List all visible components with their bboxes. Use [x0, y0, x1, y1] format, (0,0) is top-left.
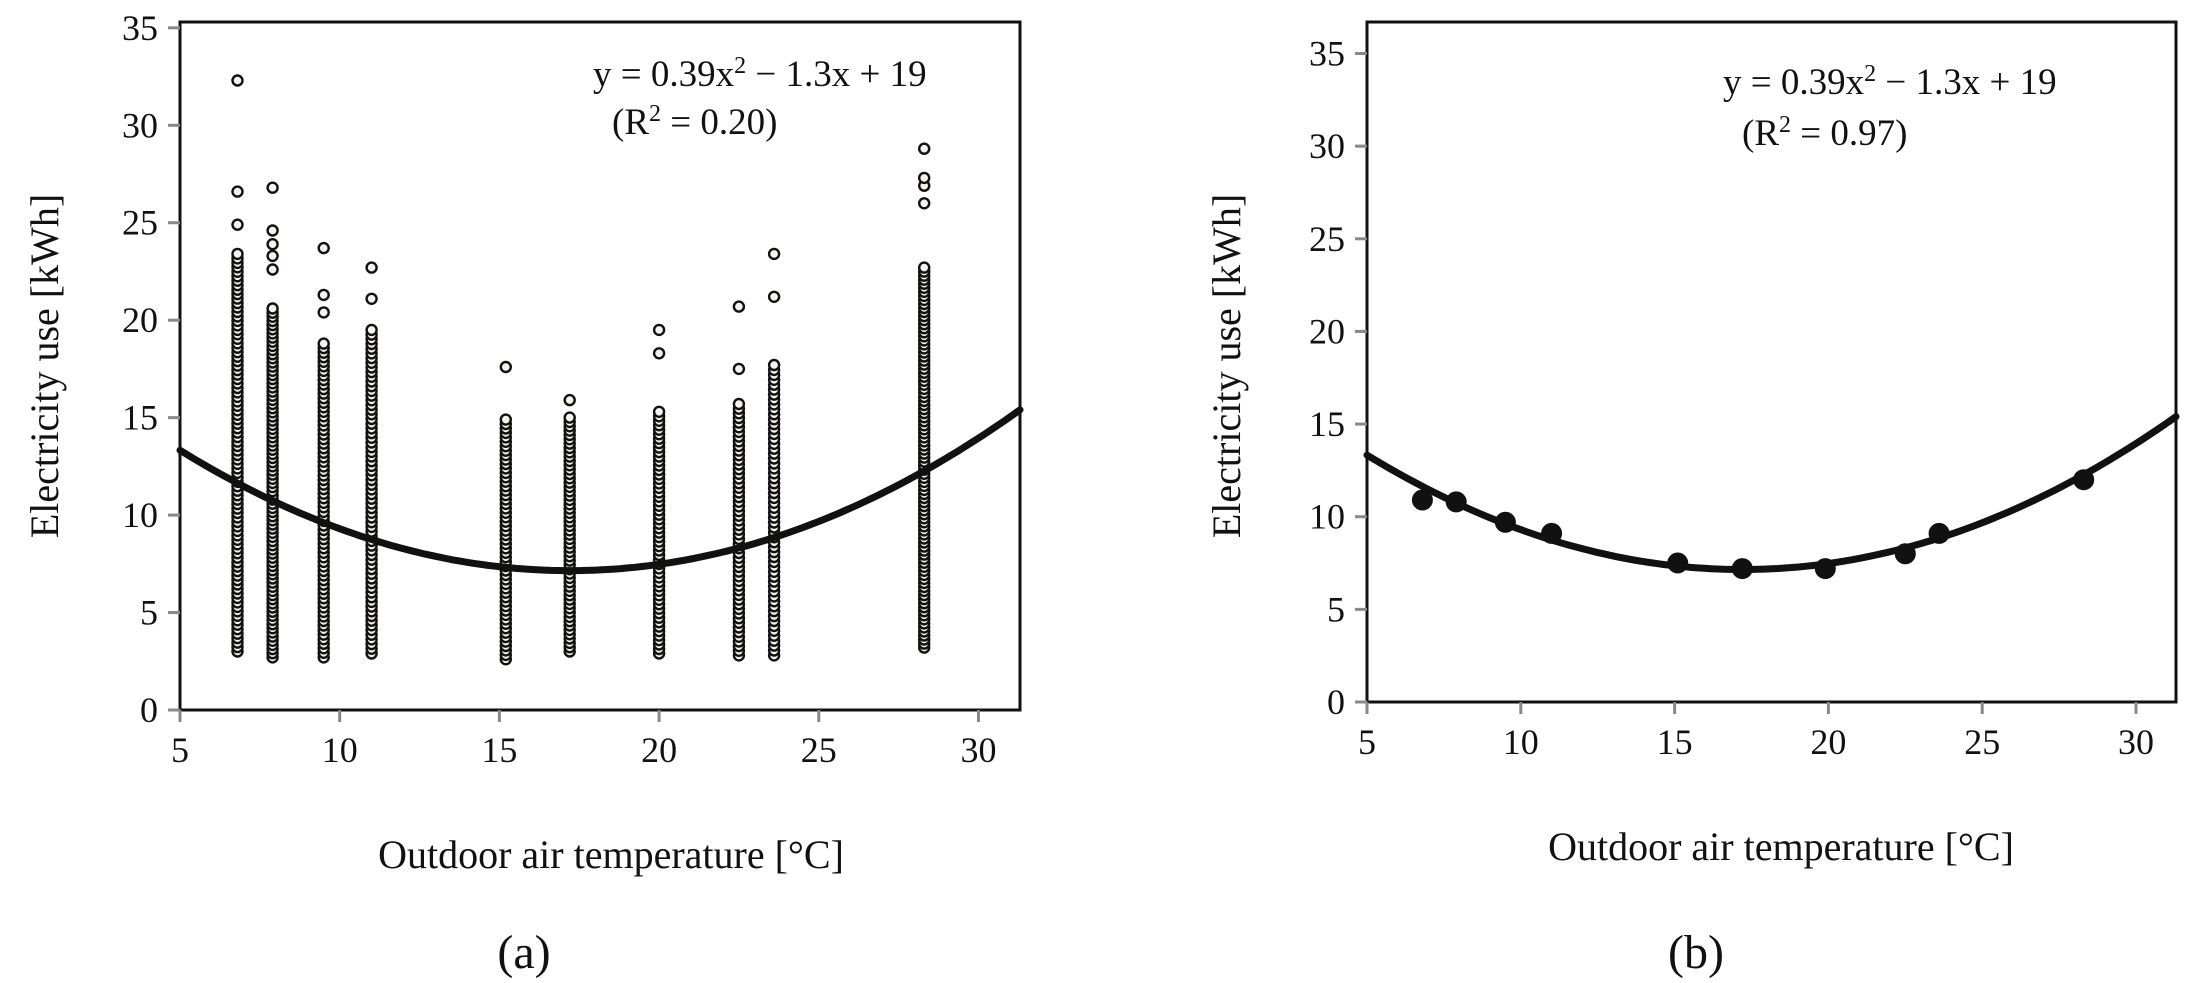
panel-a-x-tick-label: 25 [801, 730, 837, 770]
panel-b-data-point [1667, 552, 1689, 574]
panel-a-data-point [365, 292, 378, 305]
panel-a-x-tick-label: 20 [641, 730, 677, 770]
panel-a-data-point [266, 302, 279, 315]
panel-a-data-point [563, 411, 576, 424]
panel-a-data-point [231, 247, 244, 261]
panel-a-data-points [231, 74, 931, 666]
panel-a-y-tick-label: 15 [122, 398, 158, 438]
panel-b-x-axis-title: Outdoor air temperature [°C] [1548, 824, 2014, 869]
panel-a-data-point [767, 290, 781, 303]
panel-b-x-tick-label: 15 [1657, 722, 1693, 762]
panel-a-data-point [918, 261, 931, 274]
panel-a-y-tick-label: 35 [122, 8, 158, 48]
panel-a-y-tick-label: 30 [122, 105, 158, 145]
panel-a-x-tick-label: 30 [960, 730, 996, 770]
panel-b-y-tick-label: 25 [1309, 219, 1345, 259]
panel-a-data-point [317, 288, 330, 302]
panel-a-data-point [767, 358, 781, 372]
panel-a-data-point [365, 261, 378, 274]
panel-a-data-point [918, 171, 931, 185]
panel-a-y-axis-title: Electricity use [kWh] [22, 194, 67, 538]
panel-b-data-points [1411, 469, 2095, 580]
panel-b-x-tick-label: 25 [1964, 722, 2000, 762]
panel-a-data-point [317, 241, 330, 255]
panel-a-x-axis-title: Outdoor air temperature [°C] [378, 832, 844, 877]
panel-a-y-tick-label: 0 [140, 690, 158, 730]
panel-a-data-point [231, 185, 244, 198]
panel-b-equation: y = 0.39x2 − 1.3x + 19 [1723, 61, 2057, 103]
panel-a-data-point [231, 74, 244, 87]
panel-a-data-point [918, 142, 931, 155]
panel-b-y-tick-label: 0 [1327, 682, 1345, 722]
panel-b-data-point [1814, 558, 1836, 580]
panel-b-y-axis-title: Electricity use [kWh] [1204, 194, 1249, 538]
panel-a-equation: y = 0.39x2 − 1.3x + 19 [593, 53, 927, 95]
panel-b-y-tick-label: 30 [1309, 126, 1345, 166]
panel-a-data-point [732, 300, 746, 313]
panel-b-y-tick-label: 35 [1309, 33, 1345, 73]
panel-b-y-tick-label: 15 [1309, 404, 1345, 444]
panel-a-fit-curve [176, 406, 1024, 575]
panel-a-data-point [365, 323, 378, 337]
panel-a-data-point [266, 237, 279, 251]
panel-b-y-tick-label: 20 [1309, 311, 1345, 351]
panel-a-data-point [767, 247, 781, 261]
panel-b-y-tick-label: 10 [1309, 497, 1345, 537]
panel-a-x-tick-label: 5 [171, 730, 189, 770]
panel-a-r-squared: (R2 = 0.20) [612, 101, 777, 143]
panel-b-x-tick-label: 5 [1358, 722, 1376, 762]
panel-b-data-point [1894, 543, 1916, 565]
panel-a-plot-frame [178, 20, 1022, 712]
panel-b-data-point [1541, 522, 1563, 544]
panel-a-y-tick-label: 25 [122, 203, 158, 243]
panel-b-data-point [1411, 489, 1433, 511]
panel-a-data-point [266, 263, 279, 276]
panel-a-data-point [652, 347, 666, 360]
panel-b-y-tick-label: 5 [1327, 589, 1345, 629]
panel-b-data-point [1928, 522, 1950, 544]
panel-a-y-tick-label: 10 [122, 495, 158, 535]
panel-b-data-point [2073, 469, 2095, 491]
panel-a-data-point [266, 181, 279, 194]
panel-a-data-point [918, 197, 931, 210]
panel-b-x-tick-label: 30 [2118, 722, 2154, 762]
panel-a-y-tick-label: 5 [140, 593, 158, 633]
panel-a-data-point [317, 306, 330, 319]
panel-a-data-point [732, 397, 746, 411]
panel-b-data-point [1494, 511, 1516, 533]
panel-b-fit-curve [1363, 413, 2180, 573]
panel-b-label: (b) [1668, 926, 1724, 979]
panel-a-x-tick-label: 10 [322, 730, 358, 770]
panel-b-data-point [1731, 558, 1753, 580]
panel-a-data-point [231, 218, 244, 231]
panel-a-data-point [732, 362, 746, 376]
panel-a-x-tick-label: 15 [481, 730, 517, 770]
panel-b-data-point [1445, 491, 1467, 513]
panel-b-plot-frame [1365, 20, 2178, 704]
panel-a-data-point [266, 224, 279, 237]
panel-a-y-tick-label: 20 [122, 300, 158, 340]
panel-a-data-point [499, 413, 512, 426]
panel-a-data-point [317, 337, 330, 350]
panel-a-data-point [652, 405, 666, 418]
panel-a-data-point [563, 393, 576, 407]
panel-b-x-tick-label: 20 [1810, 722, 1846, 762]
panel-b-x-tick-label: 10 [1503, 722, 1539, 762]
panel-b-r-squared: (R2 = 0.97) [1742, 112, 1907, 154]
panel-a-data-point [266, 249, 279, 263]
panel-a-data-point [499, 360, 512, 374]
panel-a-data-point [652, 323, 666, 337]
panel-a-label: (a) [497, 926, 550, 979]
